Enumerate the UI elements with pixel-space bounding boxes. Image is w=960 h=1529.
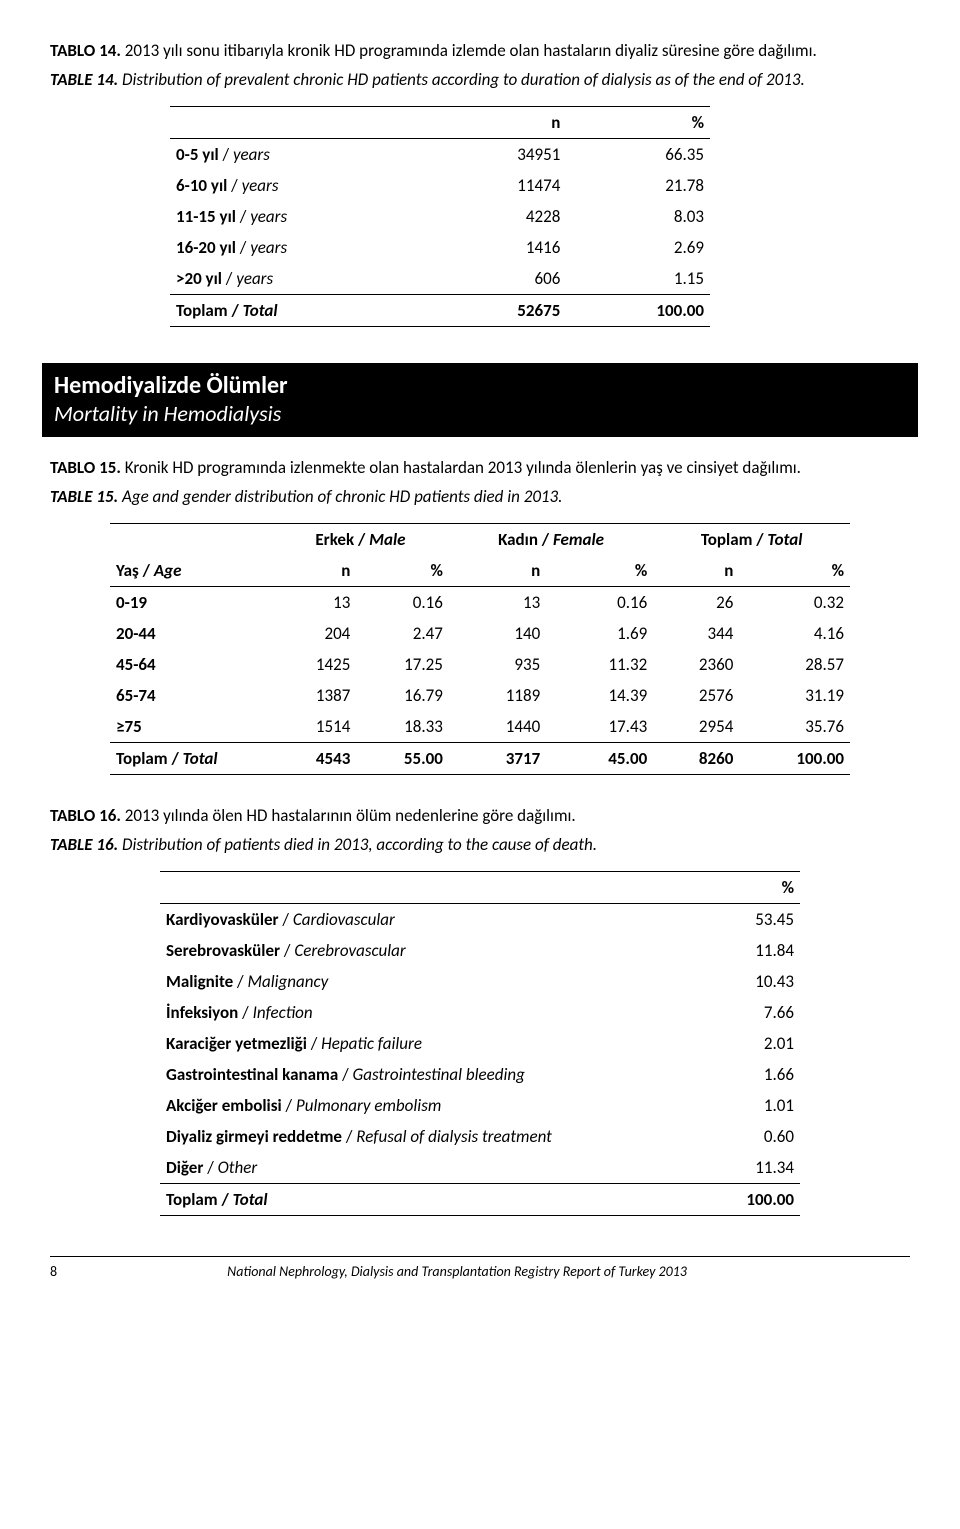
table-row: Akciğer embolisi / Pulmonary embolism1.0… xyxy=(160,1090,800,1121)
section-en: Mortality in Hemodialysis xyxy=(54,400,906,427)
table14-title-tr: TABLO 14. 2013 yılı sonu itibarıyla kron… xyxy=(50,40,910,63)
table-row: 16-20 yıl / years14162.69 xyxy=(170,232,710,263)
section-header: Hemodiyalizde Ölümler Mortality in Hemod… xyxy=(42,363,918,437)
table16: % Kardiyovasküler / Cardiovascular53.45S… xyxy=(160,871,800,1216)
table14: n % 0-5 yıl / years3495166.356-10 yıl / … xyxy=(170,106,710,327)
page-number: 8 xyxy=(50,1263,74,1280)
table-row: Serebrovasküler / Cerebrovascular11.84 xyxy=(160,935,800,966)
footer-text: National Nephrology, Dialysis and Transp… xyxy=(227,1263,687,1280)
page-footer: 8 National Nephrology, Dialysis and Tran… xyxy=(50,1256,910,1280)
table14-title-en: TABLE 14. Distribution of prevalent chro… xyxy=(50,69,910,92)
table-row: Gastrointestinal kanama / Gastrointestin… xyxy=(160,1059,800,1090)
table16-title-tr: TABLO 16. 2013 yılında ölen HD hastaları… xyxy=(50,805,910,828)
t14-h-n: n xyxy=(423,106,566,138)
table-row: 65-74138716.79118914.39257631.19 xyxy=(110,680,850,711)
table-row: Kardiyovasküler / Cardiovascular53.45 xyxy=(160,903,800,935)
section-tr: Hemodiyalizde Ölümler xyxy=(54,371,906,400)
table-row: Karaciğer yetmezliği / Hepatic failure2.… xyxy=(160,1028,800,1059)
t16-h-pct: % xyxy=(672,871,800,903)
table-row: İnfeksiyon / Infection7.66 xyxy=(160,997,800,1028)
table15: Erkek / Male Kadın / Female Toplam / Tot… xyxy=(110,523,850,775)
table-row: 6-10 yıl / years1147421.78 xyxy=(170,170,710,201)
t15-gh-male: Erkek / Male xyxy=(272,523,449,555)
t14-h-pct: % xyxy=(566,106,710,138)
table-row: Diyaliz girmeyi reddetme / Refusal of di… xyxy=(160,1121,800,1152)
t15-gh-total: Toplam / Total xyxy=(653,523,850,555)
t15-gh-female: Kadın / Female xyxy=(449,523,653,555)
table-row: 0-19130.16130.16260.32 xyxy=(110,586,850,618)
table15-title-en: TABLE 15. Age and gender distribution of… xyxy=(50,486,910,509)
table15-title-tr: TABLO 15. Kronik HD programında izlenmek… xyxy=(50,457,910,480)
table-row: 0-5 yıl / years3495166.35 xyxy=(170,138,710,170)
table-row: Diğer / Other11.34 xyxy=(160,1152,800,1184)
table-row: 45-64142517.2593511.32236028.57 xyxy=(110,649,850,680)
table-row: ≥75151418.33144017.43295435.76 xyxy=(110,711,850,743)
table-row: 11-15 yıl / years42288.03 xyxy=(170,201,710,232)
table16-title-en: TABLE 16. Distribution of patients died … xyxy=(50,834,910,857)
table-row: Malignite / Malignancy10.43 xyxy=(160,966,800,997)
table-row: >20 yıl / years6061.15 xyxy=(170,263,710,295)
table-row: 20-442042.471401.693444.16 xyxy=(110,618,850,649)
